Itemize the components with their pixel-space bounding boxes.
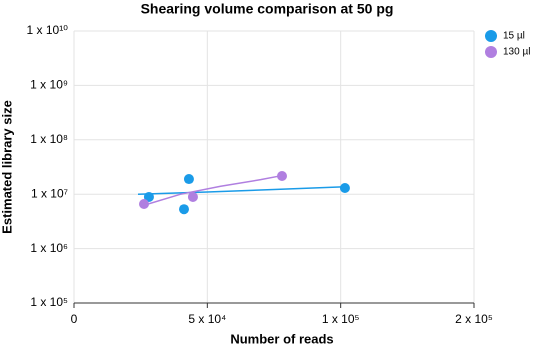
- point: [277, 171, 287, 182]
- y-tick-label: 1 x 10⁷: [31, 186, 68, 200]
- y-tick-label: 1 x 10⁶: [30, 241, 68, 255]
- y-tick-label: 1 x 10¹⁰: [27, 23, 69, 37]
- trend-line: [140, 174, 283, 207]
- chart-title: Shearing volume comparison at 50 pg: [141, 1, 394, 17]
- point: [139, 199, 149, 210]
- x-tick-label: 1 x 10⁵: [322, 312, 360, 326]
- y-tick-label: 1 x 10⁵: [30, 295, 68, 309]
- y-axis-title: Estimated library size: [0, 100, 14, 234]
- x-axis-title: Number of reads: [230, 331, 333, 345]
- legend-label: 130 µl: [503, 47, 530, 58]
- point: [143, 191, 154, 202]
- y-tick-label: 1 x 10⁹: [30, 78, 68, 92]
- y-tick-label: 1 x 10⁸: [30, 132, 68, 146]
- point: [187, 191, 198, 202]
- point: [183, 174, 194, 185]
- x-tick-label: 2 x 10⁵: [455, 312, 493, 326]
- x-tick-label: 0: [71, 312, 78, 326]
- point: [179, 204, 189, 215]
- legend-label: 15 µl: [503, 31, 525, 42]
- x-tick-label: 5 x 10⁴: [188, 312, 226, 326]
- legend-swatch: [485, 46, 497, 58]
- legend-swatch: [485, 30, 497, 42]
- trend-line: [137, 185, 349, 195]
- point: [339, 183, 350, 194]
